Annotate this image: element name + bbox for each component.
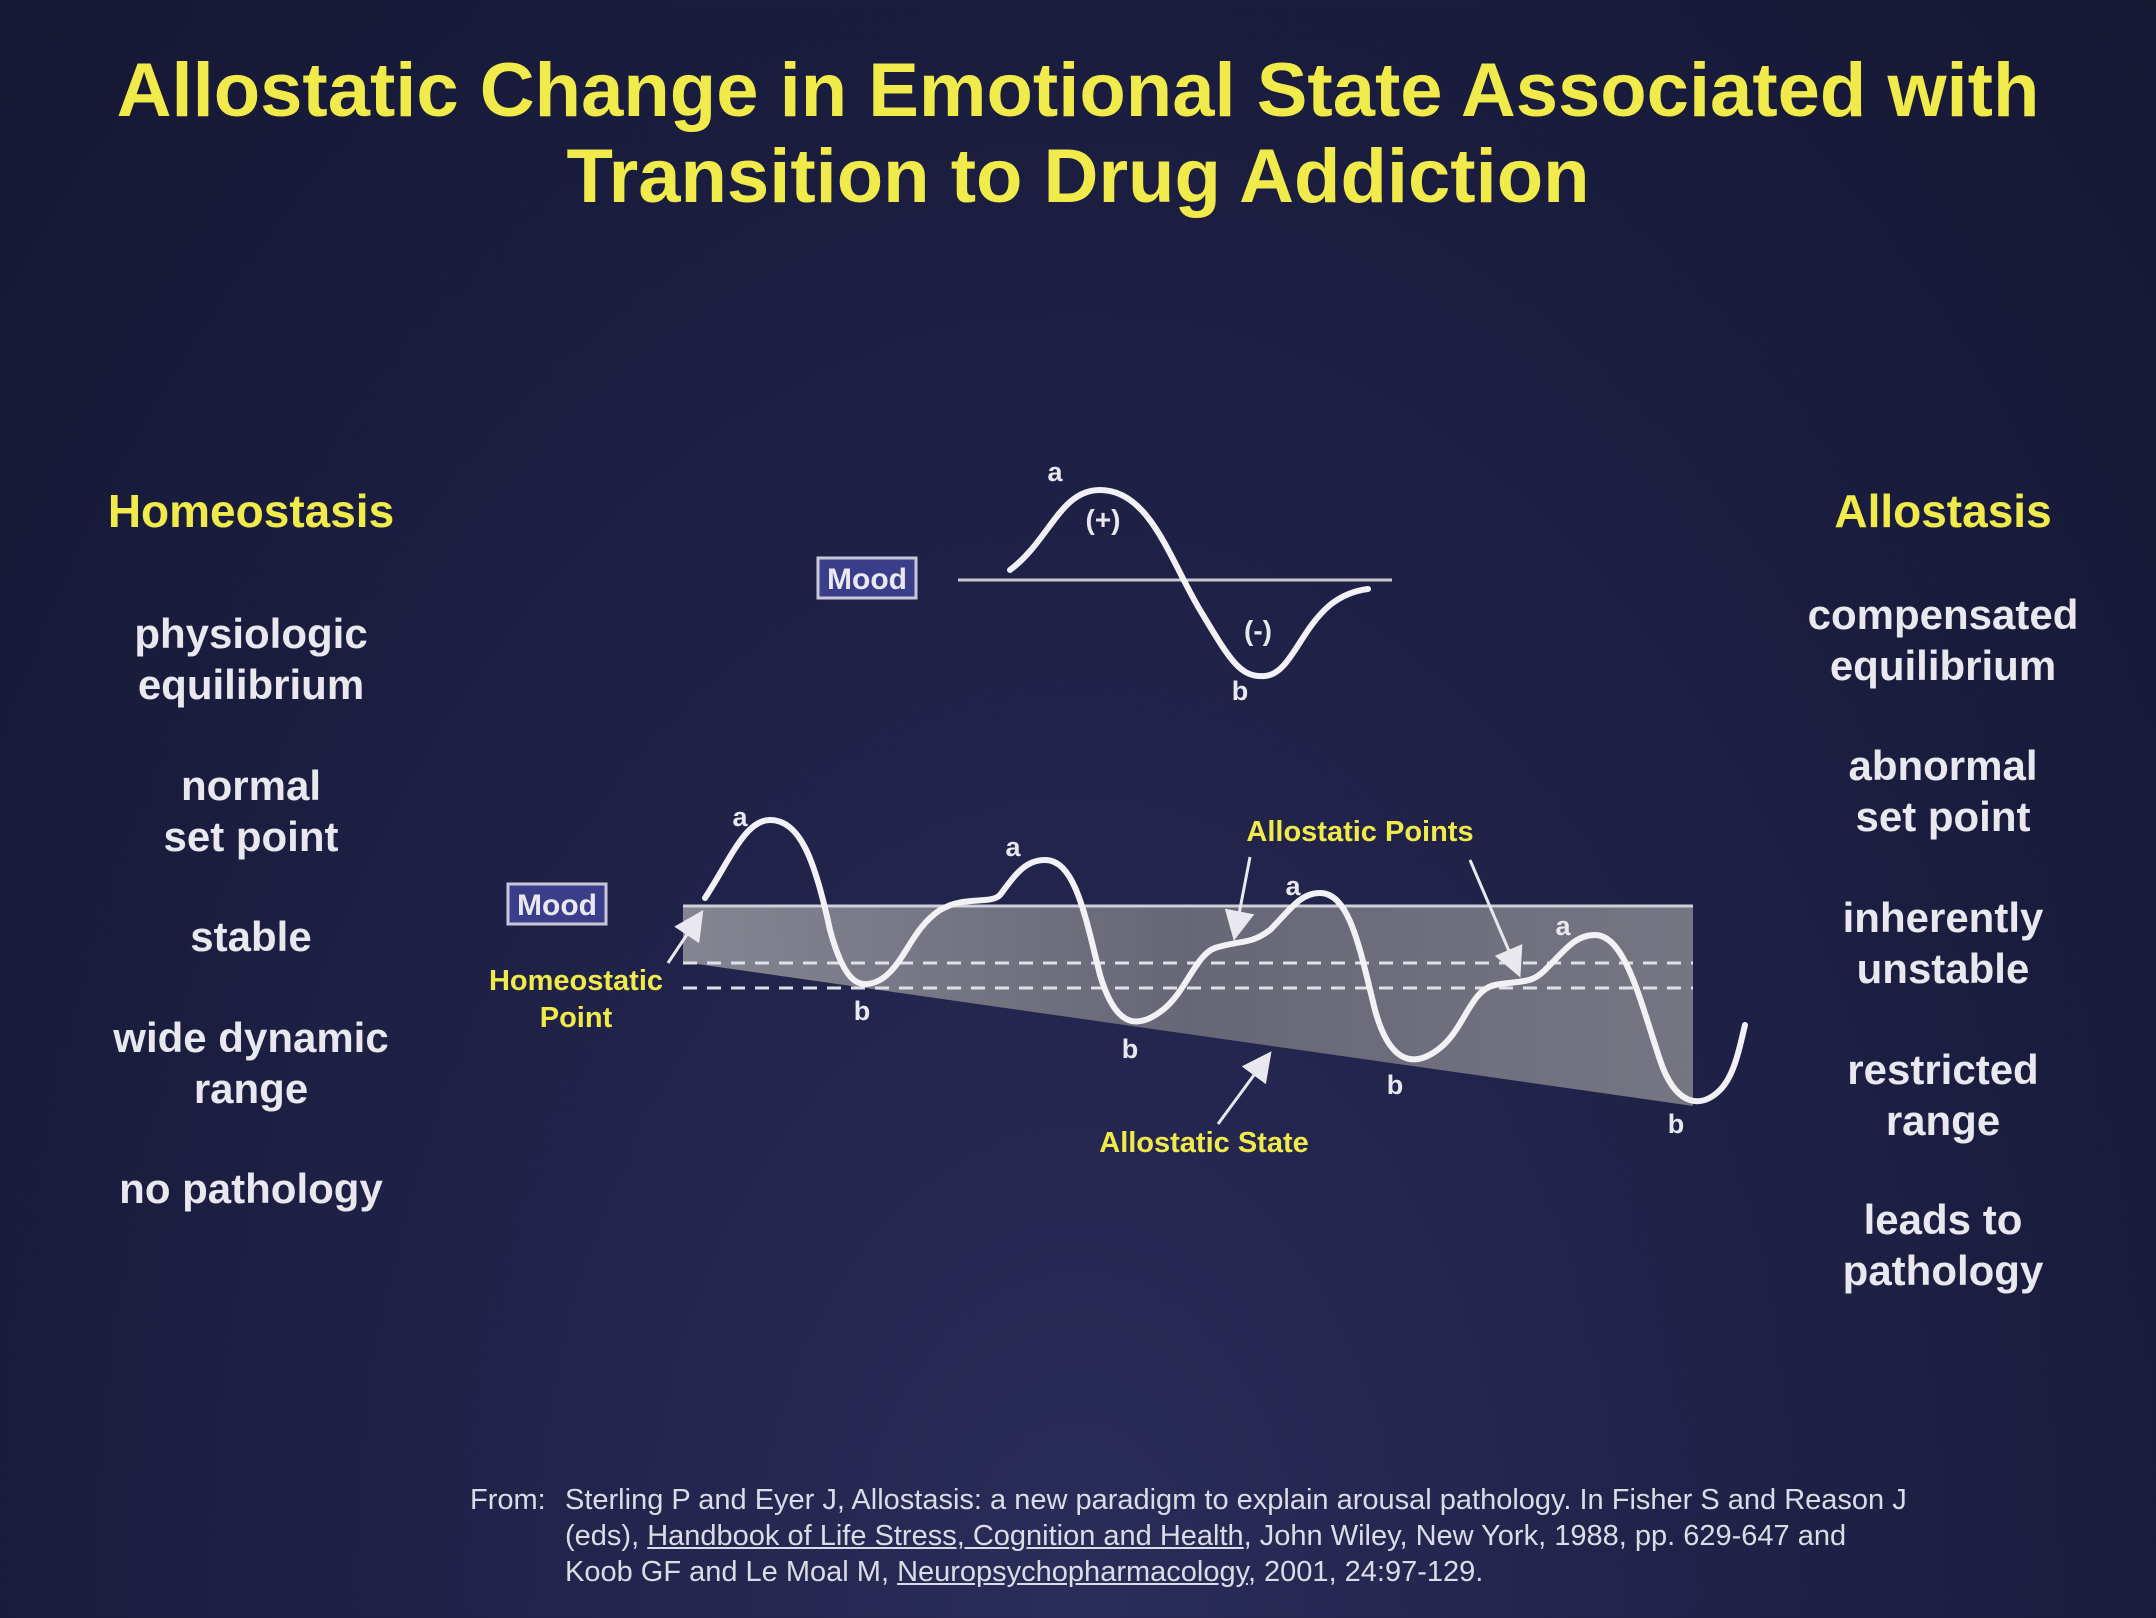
item-line: physiologic	[134, 610, 368, 657]
trough-label-2: b	[1122, 1034, 1139, 1064]
allostatic-points-arrow-1	[1224, 856, 1255, 941]
ref-text: , 2001, 24:97-129.	[1247, 1556, 1484, 1588]
homeostasis-item-stability: stable	[21, 911, 481, 962]
item-line: no pathology	[119, 1165, 383, 1212]
ref-text: Koob GF and Le Moal M,	[565, 1556, 898, 1588]
item-line: inherently	[1842, 894, 2044, 941]
ref-book-title: Handbook of Life Stress, Cognition and H…	[647, 1520, 1244, 1552]
item-line: restricted	[1847, 1046, 2039, 1093]
top-mood-curve	[1007, 486, 1371, 680]
bottom-mood-label: Mood	[517, 889, 597, 922]
homeostatic-point-label-line1: Homeostatic	[489, 965, 663, 997]
item-line: unstable	[1856, 945, 2030, 992]
peak-label-1: a	[732, 802, 748, 832]
top-peak-label: a	[1047, 457, 1063, 487]
item-line: range	[1885, 1097, 2001, 1144]
top-mood-diagram: Mood a (+) (-) b	[816, 457, 1392, 706]
allostasis-heading: Allostasis	[1834, 485, 2052, 537]
trough-label-1: b	[854, 996, 871, 1026]
ref-text: (eds),	[565, 1520, 648, 1552]
title-line-1: Allostatic Change in Emotional State Ass…	[116, 48, 2040, 133]
allostatic-state-arrow	[1216, 1051, 1272, 1125]
item-line: range	[193, 1065, 309, 1112]
allostasis-item-pathology: leads to pathology	[1713, 1194, 2156, 1296]
trough-label-4: b	[1668, 1109, 1685, 1139]
bottom-mood-curve	[702, 816, 1748, 1105]
item-line: set point	[1855, 793, 2031, 840]
reference-body: Sterling P and Eyer J, Allostasis: a new…	[565, 1482, 2025, 1590]
positive-label: (+)	[1086, 504, 1121, 535]
homeostasis-item-pathology: no pathology	[21, 1163, 481, 1214]
homeostasis-item-equilibrium: physiologic equilibrium	[21, 608, 481, 710]
reference-from: From:	[470, 1484, 546, 1516]
allostatic-points-arrow-2	[1468, 859, 1523, 978]
homeostatic-point-arrow	[666, 910, 704, 964]
ref-text: , John Wiley, New York, 1988, pp. 629-64…	[1243, 1520, 1847, 1552]
bottom-mood-diagram: Mood a a a a b b b b Homeostatic Point A…	[489, 802, 1748, 1159]
item-line: wide dynamic	[113, 1014, 389, 1061]
top-mood-box	[816, 556, 918, 600]
item-line: abnormal	[1848, 742, 2038, 789]
peak-label-4: a	[1555, 911, 1571, 941]
homeostatic-point-label-line2: Point	[540, 1002, 613, 1034]
homeostasis-heading: Homeostasis	[107, 485, 395, 537]
allostasis-item-stability: inherently unstable	[1713, 892, 2156, 994]
item-line: pathology	[1842, 1247, 2044, 1294]
item-line: equilibrium	[137, 661, 365, 708]
top-trough-label: b	[1232, 676, 1249, 706]
item-line: stable	[190, 913, 312, 960]
title-line-2: Transition to Drug Addiction	[566, 134, 1590, 219]
allostasis-item-equilibrium: compensated equilibrium	[1713, 589, 2156, 691]
item-line: leads to	[1863, 1196, 2023, 1243]
bottom-mood-box	[506, 882, 608, 926]
allostatic-state-label: Allostatic State	[1099, 1127, 1309, 1159]
item-line: equilibrium	[1829, 642, 2057, 689]
peak-label-2: a	[1005, 832, 1021, 862]
item-line: normal	[180, 762, 322, 809]
negative-label: (-)	[1244, 615, 1272, 646]
ref-journal-title: Neuropsychopharmacology	[897, 1556, 1248, 1588]
top-mood-label: Mood	[827, 563, 907, 596]
peak-label-3: a	[1285, 871, 1301, 901]
reference-line-3: Koob GF and Le Moal M, Neuropsychopharma…	[565, 1554, 2025, 1590]
reference-line-1: Sterling P and Eyer J, Allostasis: a new…	[565, 1484, 1907, 1516]
allostasis-item-range: restricted range	[1713, 1044, 2156, 1146]
slide-title: Allostatic Change in Emotional State Ass…	[0, 48, 2156, 220]
homeostasis-item-set-point: normal set point	[21, 760, 481, 862]
item-line: compensated	[1807, 591, 2079, 638]
item-line: set point	[163, 813, 339, 860]
allostatic-state-wedge	[683, 906, 1693, 1106]
trough-label-3: b	[1387, 1070, 1404, 1100]
reference-line-2: (eds), Handbook of Life Stress, Cognitio…	[565, 1518, 2025, 1554]
homeostasis-item-range: wide dynamic range	[21, 1012, 481, 1114]
allostasis-item-set-point: abnormal set point	[1713, 740, 2156, 842]
allostatic-points-label: Allostatic Points	[1246, 816, 1473, 848]
